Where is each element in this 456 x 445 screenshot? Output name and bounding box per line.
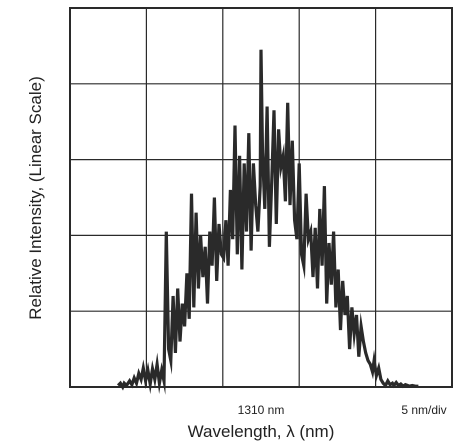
x-center-label: 1310 nm — [238, 403, 285, 417]
plot-frame — [69, 7, 453, 388]
x-axis-title: Wavelength, λ (nm) — [188, 422, 335, 441]
y-axis-title: Relative Intensity, (Linear Scale) — [26, 76, 45, 319]
spectrum-trace — [116, 49, 419, 395]
x-scale-label: 5 nm/div — [401, 403, 446, 417]
